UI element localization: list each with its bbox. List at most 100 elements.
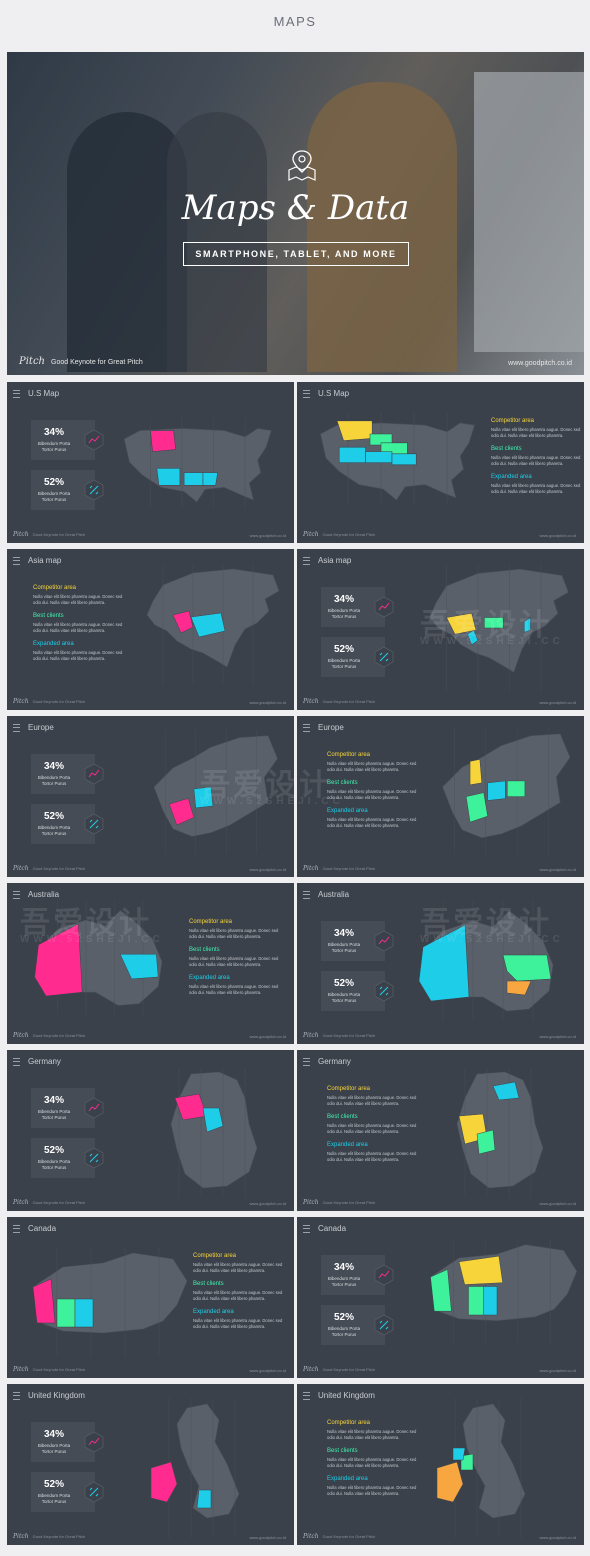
highlighted-region — [436, 1461, 464, 1503]
slide-germany-1: Germany 34% Bibendum Porta Tortor Purus 52% B… — [7, 1050, 294, 1211]
stat-label: Bibendum Porta Tortor Purus — [321, 658, 367, 670]
stat-card: 52% Bibendum Porta Tortor Purus — [321, 1305, 394, 1345]
highlighted-region — [119, 953, 159, 980]
stat-label-line2: Tortor Purus — [41, 1165, 67, 1170]
stat-card: 34% Bibendum Porta Tortor Purus — [321, 587, 394, 627]
legend-text: Nulla vitae elit libero pharetra augue. … — [327, 817, 417, 828]
stat-value: 34% — [333, 594, 354, 605]
legend-text: Nulla vitae elit libero pharetra augue. … — [327, 1151, 417, 1162]
legend: Competitor area Nulla vitae elit libero p… — [327, 752, 417, 837]
page-title: MAPS — [273, 14, 317, 29]
slide-brand-tagline: Good Keynote for Great Pitch — [322, 1534, 376, 1539]
slide-footer-brand: Pitch Good Keynote for Great Pitch — [13, 531, 85, 538]
legend-heading: Expanded area — [327, 1476, 368, 1483]
legend-heading: Competitor area — [491, 418, 535, 424]
highlighted-region — [168, 798, 195, 826]
slide-footer-url: www.goodpitch.co.id — [539, 1368, 576, 1373]
percent-icon — [84, 813, 104, 835]
highlighted-region — [150, 430, 176, 452]
legend-text: Nulla vitae elit libero pharetra augue. … — [33, 622, 123, 633]
slide-footer-url: www.goodpitch.co.id — [249, 533, 286, 538]
legend-heading: Expanded area — [33, 641, 74, 648]
legend-heading: Competitor area — [189, 919, 233, 925]
slide-brand-logo: Pitch — [303, 531, 319, 538]
slide-title: Australia — [28, 890, 60, 899]
highlighted-region — [183, 472, 204, 486]
slide-footer-brand: Pitch Good Keynote for Great Pitch — [303, 1199, 375, 1206]
stat-label-line2: Tortor Purus — [41, 831, 67, 836]
stat-label-line1: Bibendum Porta — [327, 942, 361, 947]
highlighted-region — [506, 980, 532, 996]
stat-card: 34% Bibendum Porta Tortor Purus — [321, 921, 394, 961]
slide-brand-tagline: Good Keynote for Great Pitch — [322, 1367, 376, 1372]
highlighted-region — [467, 629, 479, 646]
slide-header: Europe — [13, 723, 54, 732]
slide-asia-1: Asia map Competitor area Nulla vitae elit … — [7, 549, 294, 710]
legend-text: Nulla vitae elit libero pharetra augue. … — [491, 427, 581, 438]
legend-heading: Competitor area — [327, 752, 371, 758]
stat-label-line1: Bibendum Porta — [37, 1443, 71, 1448]
slide-footer-url: www.goodpitch.co.id — [539, 867, 576, 872]
slide-brand-tagline: Good Keynote for Great Pitch — [32, 1200, 86, 1205]
slide-brand-logo: Pitch — [13, 531, 29, 538]
legend-text: Nulla vitae elit libero pharetra augue. … — [189, 928, 279, 939]
stat-label-line1: Bibendum Porta — [327, 992, 361, 997]
legend-heading: Competitor area — [327, 1420, 371, 1426]
highlighted-region — [502, 954, 552, 982]
slide-header: Canada — [303, 1224, 346, 1233]
stat-card: 52% Bibendum Porta Tortor Purus — [31, 470, 104, 510]
map-pin-icon — [288, 150, 316, 181]
highlighted-region — [446, 613, 477, 635]
stat-label: Bibendum Porta Tortor Purus — [31, 441, 77, 453]
slide-header: Asia map — [303, 556, 351, 565]
stat-value: 52% — [43, 811, 64, 822]
slide-brand-tagline: Good Keynote for Great Pitch — [32, 1033, 86, 1038]
slide-footer-url: www.goodpitch.co.id — [249, 867, 286, 872]
stat-label-line1: Bibendum Porta — [327, 658, 361, 663]
slide-uk-1: United Kingdom 34% Bibendum Porta Tortor Pu… — [7, 1384, 294, 1545]
highlighted-region — [150, 1461, 178, 1503]
highlighted-region — [469, 759, 483, 786]
legend-text: Nulla vitae elit libero pharetra augue. … — [327, 1429, 417, 1440]
highlighted-region — [476, 1129, 496, 1155]
stat-label-line2: Tortor Purus — [331, 664, 357, 669]
person-right — [307, 82, 457, 372]
stat-value: 34% — [333, 928, 354, 939]
hero-brand: Pitch Good Keynote for Great Pitch — [19, 356, 143, 367]
slide-footer-brand: Pitch Good Keynote for Great Pitch — [13, 1366, 85, 1373]
stat-label-line1: Bibendum Porta — [37, 491, 71, 496]
slide-brand-logo: Pitch — [13, 1032, 29, 1039]
legend-text: Nulla vitae elit libero pharetra augue. … — [491, 483, 581, 494]
hero-subtitle: SMARTPHONE, TABLET, AND MORE — [183, 242, 409, 266]
menu-icon — [303, 389, 310, 398]
slide-title: Australia — [318, 890, 350, 899]
legend-heading: Expanded area — [189, 975, 230, 982]
map-australia — [34, 901, 163, 1015]
slide-brand-logo: Pitch — [303, 1366, 319, 1373]
slide-brand-logo: Pitch — [13, 1366, 29, 1373]
stat-label-line2: Tortor Purus — [331, 1282, 357, 1287]
slide-footer-brand: Pitch Good Keynote for Great Pitch — [303, 1533, 375, 1540]
slide-brand-logo: Pitch — [303, 1533, 319, 1540]
menu-icon — [13, 556, 20, 565]
slide-title: Germany — [28, 1057, 61, 1066]
stat-card: 52% Bibendum Porta Tortor Purus — [31, 1138, 104, 1178]
map-land — [456, 1071, 544, 1189]
stat-label-line1: Bibendum Porta — [37, 1493, 71, 1498]
stat-label-line2: Tortor Purus — [41, 1115, 67, 1120]
map-canada — [32, 1247, 188, 1357]
slide-header: U.S Map — [13, 389, 59, 398]
legend-text: Nulla vitae elit libero pharetra augue. … — [327, 1123, 417, 1134]
menu-icon — [303, 890, 310, 899]
trend-icon — [84, 429, 104, 451]
trend-icon — [84, 1431, 104, 1453]
stat-label: Bibendum Porta Tortor Purus — [31, 825, 77, 837]
map-land — [123, 428, 272, 503]
stat-label: Bibendum Porta Tortor Purus — [31, 1443, 77, 1455]
slide-title: United Kingdom — [318, 1391, 375, 1400]
highlighted-region — [430, 1269, 452, 1312]
slide-brand-tagline: Good Keynote for Great Pitch — [32, 532, 86, 537]
hero-brand-logo: Pitch — [19, 356, 45, 367]
slide-brand-tagline: Good Keynote for Great Pitch — [322, 699, 376, 704]
slide-footer-brand: Pitch Good Keynote for Great Pitch — [303, 1366, 375, 1373]
